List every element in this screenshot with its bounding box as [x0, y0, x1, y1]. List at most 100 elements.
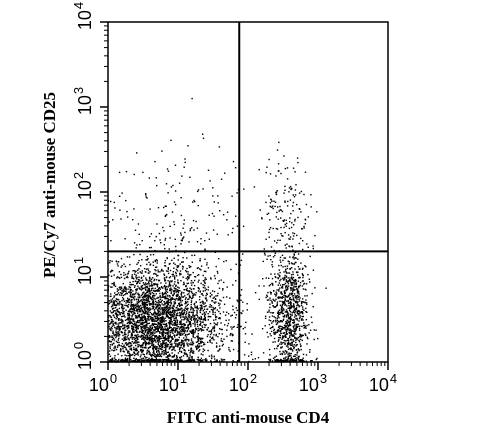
- event-point: [201, 307, 203, 310]
- event-point: [128, 339, 130, 341]
- event-point: [279, 311, 281, 314]
- event-point: [299, 312, 301, 315]
- event-point: [164, 280, 166, 282]
- event-point: [124, 346, 126, 348]
- event-point: [145, 311, 147, 313]
- event-point: [283, 271, 285, 273]
- event-point: [141, 357, 143, 360]
- event-point: [204, 318, 206, 320]
- event-point: [124, 354, 126, 356]
- event-point: [154, 360, 156, 362]
- event-point: [178, 331, 180, 333]
- event-point: [294, 279, 297, 282]
- event-point: [269, 219, 271, 221]
- event-point: [290, 352, 292, 355]
- event-point: [185, 314, 187, 316]
- event-point: [130, 359, 132, 361]
- event-point: [141, 317, 143, 319]
- event-point: [282, 308, 285, 310]
- event-point: [290, 305, 292, 307]
- event-point: [172, 275, 174, 277]
- event-point: [232, 160, 235, 163]
- event-point: [189, 358, 191, 361]
- event-point: [183, 313, 185, 315]
- event-point: [274, 306, 276, 308]
- event-point: [150, 361, 153, 363]
- event-point: [171, 259, 173, 261]
- event-point: [139, 336, 142, 338]
- event-point: [165, 339, 168, 341]
- event-point: [185, 285, 187, 287]
- event-point: [140, 277, 143, 279]
- event-point: [173, 319, 175, 321]
- event-point: [278, 334, 281, 336]
- event-point: [293, 254, 295, 256]
- event-point: [188, 314, 190, 316]
- event-point: [145, 334, 148, 336]
- event-point: [301, 312, 304, 315]
- event-point: [167, 270, 169, 272]
- event-point: [174, 331, 176, 333]
- event-point: [152, 303, 155, 305]
- event-point: [141, 338, 143, 340]
- event-point: [271, 200, 273, 202]
- event-point: [284, 231, 286, 234]
- event-point: [213, 201, 215, 203]
- event-point: [193, 319, 195, 321]
- event-point: [137, 316, 140, 318]
- event-point: [180, 197, 182, 199]
- event-point: [131, 275, 133, 278]
- event-point: [289, 199, 292, 201]
- y-axis-label: PE/Cy7 anti-mouse CD25: [40, 91, 59, 279]
- event-point: [159, 288, 161, 290]
- event-point: [173, 323, 175, 326]
- event-point: [187, 276, 189, 278]
- event-point: [285, 271, 287, 273]
- x-axis-label: FITC anti-mouse CD4: [166, 408, 330, 427]
- event-point: [269, 358, 272, 361]
- event-point: [140, 299, 143, 301]
- event-point: [210, 308, 213, 311]
- event-point: [289, 292, 291, 295]
- event-point: [297, 323, 299, 326]
- event-point: [181, 343, 183, 345]
- event-point: [269, 303, 271, 305]
- event-point: [271, 206, 273, 208]
- event-point: [177, 259, 179, 261]
- event-point: [174, 278, 176, 280]
- event-point: [164, 215, 167, 217]
- event-point: [296, 349, 298, 351]
- event-point: [146, 338, 149, 341]
- event-point: [305, 310, 307, 313]
- event-point: [180, 214, 183, 217]
- event-point: [131, 314, 133, 317]
- event-point: [142, 343, 144, 345]
- event-point: [134, 324, 136, 326]
- event-point: [188, 266, 191, 269]
- event-point: [295, 306, 298, 309]
- event-point: [286, 310, 288, 313]
- event-point: [170, 307, 172, 309]
- event-point: [297, 258, 299, 260]
- event-point: [302, 283, 305, 285]
- event-point: [294, 286, 296, 288]
- event-point: [276, 292, 278, 295]
- event-point: [298, 340, 301, 343]
- event-point: [218, 280, 220, 282]
- event-point: [287, 321, 289, 324]
- event-point: [212, 229, 215, 231]
- event-point: [118, 286, 121, 289]
- event-point: [209, 341, 211, 343]
- event-point: [298, 295, 300, 298]
- event-point: [189, 331, 192, 333]
- event-point: [143, 305, 145, 307]
- event-point: [221, 345, 224, 347]
- event-point: [281, 287, 284, 289]
- event-point: [290, 361, 292, 363]
- event-point: [162, 361, 164, 363]
- event-point: [292, 276, 295, 279]
- event-point: [185, 305, 187, 308]
- event-point: [288, 238, 290, 240]
- event-point: [230, 332, 232, 335]
- event-point: [218, 345, 221, 347]
